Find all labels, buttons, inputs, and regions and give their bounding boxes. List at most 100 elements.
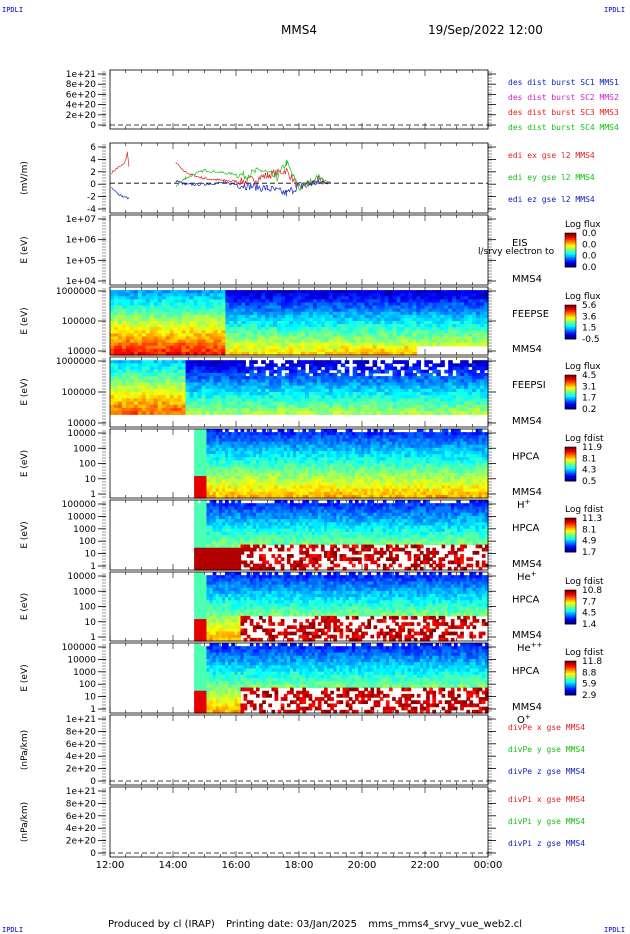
spectrogram-cell: [336, 296, 342, 300]
spectrogram-cell: [117, 392, 123, 396]
spectrogram-cell: [265, 376, 270, 380]
spectrogram-cell: [209, 398, 215, 403]
spectrogram-cell: [229, 308, 234, 313]
spectrogram-cell: [233, 385, 238, 390]
spectrogram-cell: [308, 404, 314, 409]
spectrogram-cell: [464, 311, 469, 316]
spectrogram-cell: [237, 305, 242, 310]
spectrogram-cell: [404, 372, 410, 377]
spectrogram-cell: [328, 302, 334, 307]
spectrogram-cell: [269, 345, 274, 350]
spectrogram-cell: [193, 290, 199, 294]
spectrogram-cell: [173, 339, 179, 344]
spectrogram-cell: [215, 479, 220, 483]
spectrogram-cell: [145, 360, 151, 364]
spectrogram-cell: [153, 293, 159, 297]
spectrogram-cell: [141, 376, 147, 380]
spectrogram-cell: [231, 441, 235, 446]
spectrogram-cell: [149, 376, 155, 380]
spectrogram-cell: [246, 485, 251, 490]
spectrogram-cell: [193, 302, 199, 307]
spectrogram-cell: [110, 311, 115, 316]
spectrogram-cell: [277, 336, 282, 341]
spectrogram-cell: [480, 398, 485, 403]
spectrogram-cell: [234, 482, 239, 487]
spectrogram-cell: [408, 366, 413, 371]
spectrogram-cell: [237, 345, 242, 350]
spectrogram-cell: [416, 363, 421, 368]
spectrogram-cell: [161, 345, 167, 350]
spectrogram-cell: [117, 342, 123, 347]
spectrogram-cell: [225, 360, 230, 364]
spectrogram-cell: [197, 366, 203, 371]
spectrogram-cell: [428, 302, 433, 307]
spectrogram-cell: [281, 376, 286, 380]
spectrogram-cell: [197, 479, 201, 483]
spectrogram-cell: [157, 302, 163, 307]
spectrogram-cell: [233, 348, 238, 353]
spectrogram-cell: [476, 305, 481, 310]
spectrogram-cell: [344, 327, 350, 331]
spectrogram-cell: [252, 479, 257, 483]
spectrogram-cell: [436, 376, 441, 380]
spectrogram-cell: [268, 472, 273, 477]
spectrogram-cell: [261, 321, 266, 325]
spectrogram-cell: [356, 398, 362, 403]
spectrogram-cell: [480, 395, 485, 399]
spectrogram-cell: [249, 327, 254, 331]
spectrogram-cell: [444, 308, 449, 313]
spectrogram-cell: [209, 392, 215, 396]
spectrogram-cell: [460, 305, 465, 310]
spectrogram-cell: [253, 317, 258, 322]
spectrogram-cell: [396, 382, 402, 387]
spectrogram-cell: [193, 398, 199, 403]
spectrogram-cell: [484, 366, 489, 371]
spectrogram-cell: [289, 372, 294, 377]
spectrogram-cell: [213, 398, 219, 403]
spectrogram-cell: [336, 385, 342, 390]
spectrogram-cell: [137, 290, 143, 294]
spectrogram-cell: [332, 321, 338, 325]
spectrogram-cell: [110, 411, 115, 415]
spectrogram-cell: [328, 311, 334, 316]
spectrogram-cell: [129, 290, 135, 294]
spectrogram-cell: [177, 339, 183, 344]
spectrogram-cell: [384, 369, 390, 374]
spectrogram-cell: [304, 392, 310, 396]
spectrogram-cell: [241, 327, 246, 331]
spectrogram-cell: [234, 488, 239, 493]
spectrogram-cell: [416, 333, 421, 338]
spectrogram-cell: [129, 401, 135, 406]
spectrogram-cell: [293, 444, 297, 449]
spectrogram-cell: [428, 385, 433, 390]
spectrogram-cell: [376, 327, 382, 331]
spectrogram-cell: [356, 345, 362, 350]
spectrogram-cell: [209, 491, 214, 496]
spectrogram-cell: [280, 429, 285, 433]
spectrogram-cell: [376, 351, 382, 356]
spectrogram-cell: [125, 404, 131, 409]
spectrogram-cell: [141, 345, 147, 350]
spectrogram-cell: [376, 376, 382, 380]
spectrogram-cell: [157, 324, 163, 328]
spectrogram-cell: [201, 379, 207, 384]
spectrogram-cell: [299, 494, 303, 499]
spectrogram-cell: [388, 296, 394, 300]
spectrogram-cell: [133, 398, 139, 403]
spectrogram-cell: [197, 438, 201, 443]
spectrogram-cell: [200, 438, 204, 443]
spectrogram-cell: [372, 385, 378, 390]
spectrogram-cell: [221, 296, 226, 300]
spectrogram-cell: [153, 308, 159, 313]
spectrogram-cell: [193, 308, 199, 313]
spectrogram-cell: [213, 376, 219, 380]
spectrogram-cell: [286, 444, 291, 449]
spectrogram-cell: [328, 327, 334, 331]
spectrogram-cell: [289, 360, 294, 364]
spectrogram-cell: [206, 488, 211, 493]
spectrogram-cell: [225, 435, 229, 440]
spectrogram-cell: [189, 401, 195, 406]
spectrogram-cell: [265, 457, 269, 461]
spectrogram-cell: [428, 404, 433, 409]
spectrogram-cell: [364, 302, 370, 307]
